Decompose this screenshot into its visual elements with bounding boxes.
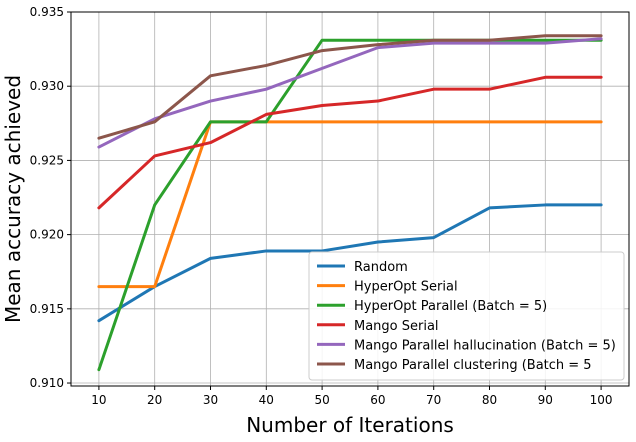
- x-tick-label: 90: [538, 393, 553, 407]
- series-line-2: [97, 38, 603, 372]
- series-lines: [97, 34, 603, 372]
- legend-label: HyperOpt Serial: [354, 280, 458, 295]
- y-tick-label: 0.915: [30, 302, 64, 316]
- legend: Random HyperOpt Serial HyperOpt Parallel (…: [308, 251, 625, 381]
- legend-label: Mango Serial: [354, 319, 439, 334]
- y-tick-label: 0.910: [30, 376, 64, 390]
- y-tick-label: 0.920: [30, 228, 64, 242]
- y-axis-title: Mean accuracy achieved: [1, 75, 25, 323]
- x-tick-label: 50: [314, 393, 329, 407]
- series-line-5: [97, 34, 603, 140]
- legend-box: [308, 251, 625, 381]
- x-tick-label: 80: [482, 393, 497, 407]
- legend-label: Random: [354, 260, 408, 275]
- series-line-4: [97, 37, 603, 149]
- x-axis: 10 20 30 40 50 60 70 80 90 100: [91, 386, 613, 407]
- x-tick-label: 20: [147, 393, 162, 407]
- series-line-3: [97, 75, 603, 210]
- legend-label: HyperOpt Parallel (Batch = 5): [354, 299, 547, 314]
- y-tick-label: 0.925: [30, 153, 64, 167]
- x-tick-label: 40: [259, 393, 274, 407]
- series-line-1: [97, 120, 603, 289]
- y-tick-label: 0.930: [30, 79, 64, 93]
- x-tick-label: 70: [426, 393, 441, 407]
- legend-label: Mango Parallel clustering (Batch = 5: [354, 358, 592, 373]
- x-tick-label: 30: [203, 393, 218, 407]
- y-tick-label: 0.935: [30, 5, 64, 19]
- x-tick-label: 100: [590, 393, 613, 407]
- x-tick-label: 10: [91, 393, 106, 407]
- y-axis: 0.910 0.915 0.920 0.925 0.930 0.935: [30, 5, 71, 390]
- x-axis-title: Number of Iterations: [246, 413, 454, 437]
- x-tick-label: 60: [370, 393, 385, 407]
- legend-label: Mango Parallel hallucination (Batch = 5): [354, 338, 616, 353]
- plot-frame: [70, 11, 630, 387]
- series-line-0: [97, 203, 603, 323]
